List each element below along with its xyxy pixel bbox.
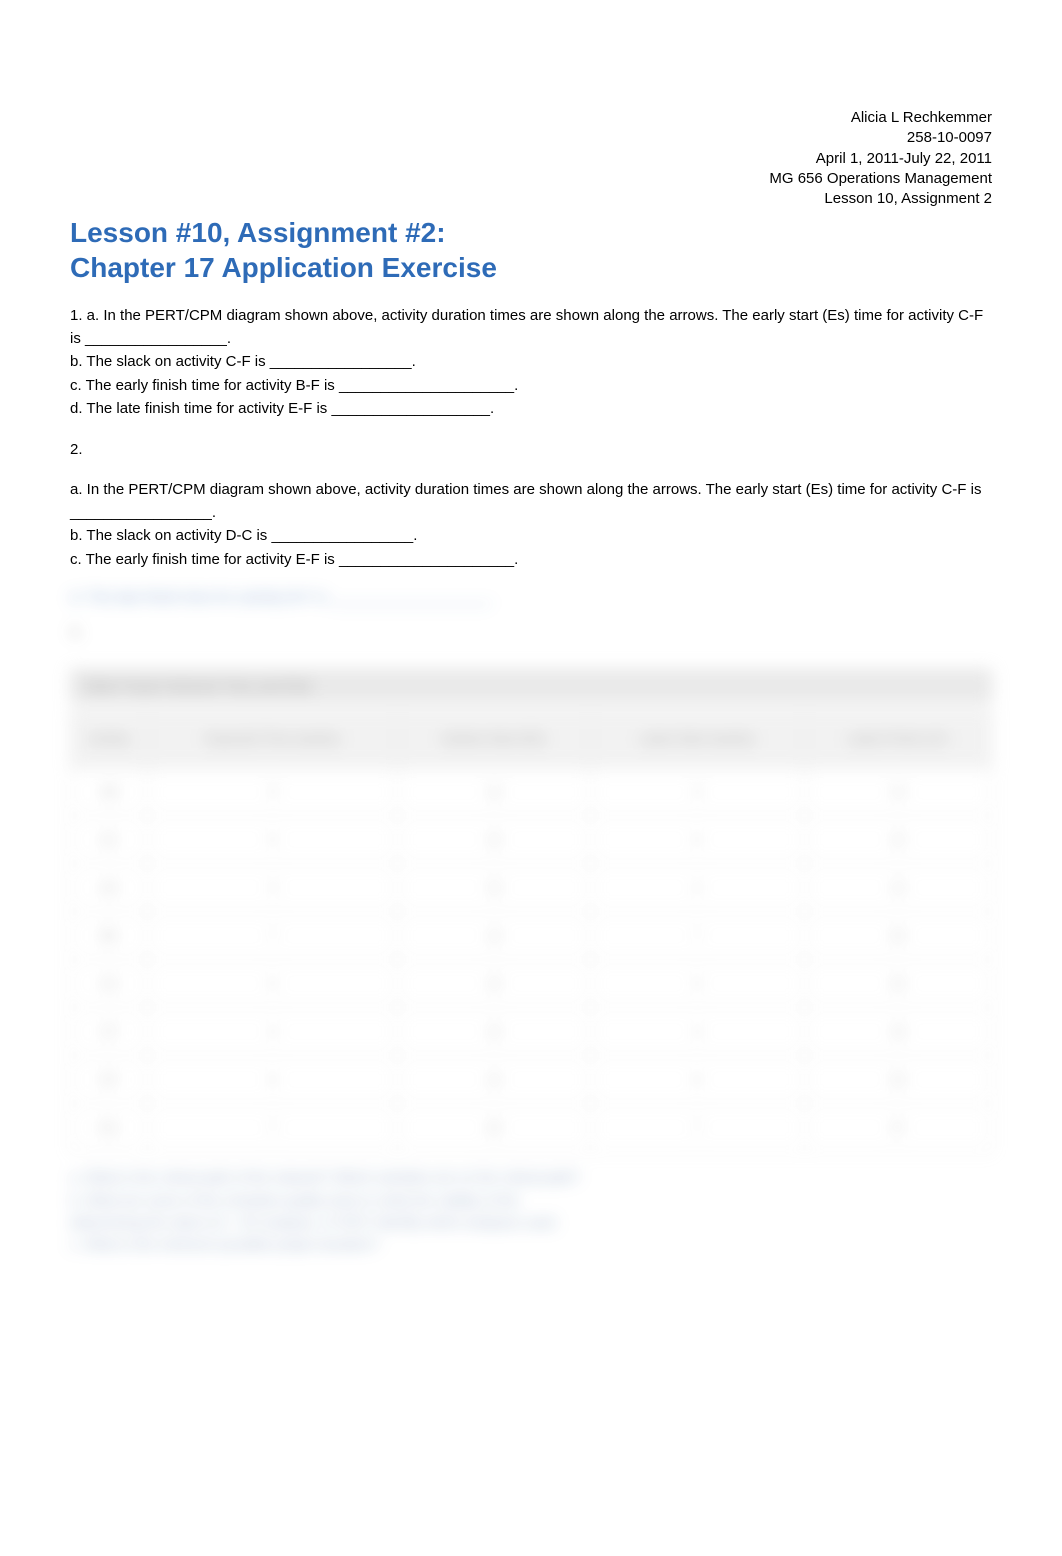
table-cell: 20 <box>804 912 991 960</box>
table-cell: 15 <box>398 960 591 1008</box>
blurred-preview: d. The late finish time for activity B-F… <box>70 589 992 1256</box>
q1-d: d. The late finish time for activity E-F… <box>70 398 992 421</box>
q2-b: b. The slack on activity D-C is ________… <box>70 525 992 548</box>
blur-table-caption: Table Project Network Time and Risk <box>70 669 992 703</box>
table-cell: 15 <box>398 1008 591 1056</box>
title-line-1: Lesson #10, Assignment #2: <box>70 215 992 250</box>
table-row: DF614620 <box>71 1056 992 1104</box>
blur-footer-a: a. What is the critical path of the netw… <box>70 1166 992 1188</box>
table-cell: 6 <box>590 1056 804 1104</box>
table-row: AD410414 <box>71 864 992 912</box>
question-2: 2. a. In the PERT/CPM diagram shown abov… <box>70 439 992 572</box>
table-cell: 13 <box>804 768 991 816</box>
q1-b: b. The slack on activity C-F is ________… <box>70 351 992 374</box>
blur-q3-number: 3. <box>70 624 992 641</box>
table-cell: 7 <box>148 912 398 960</box>
title-line-2: Chapter 17 Application Exercise <box>70 250 992 285</box>
table-cell: 13 <box>398 912 591 960</box>
course-dates: April 1, 2011-July 22, 2011 <box>70 149 992 169</box>
table-cell: 3 <box>590 1008 804 1056</box>
table-row: BE713720 <box>71 912 992 960</box>
table-cell: 20 <box>804 1056 991 1104</box>
table-row: CF315318 <box>71 1008 992 1056</box>
table-cell: 20 <box>804 960 991 1008</box>
table-cell: 5 <box>590 816 804 864</box>
table-row: CE515520 <box>71 960 992 1008</box>
table-cell: 14 <box>804 864 991 912</box>
table-cell: 5 <box>590 960 804 1008</box>
table-cell: 5 <box>148 960 398 1008</box>
student-header: Alicia L Rechkemmer 258-10-0097 April 1,… <box>70 108 992 209</box>
q1-a: 1. a. In the PERT/CPM diagram shown abov… <box>70 305 992 350</box>
table-cell: 7 <box>148 1104 398 1152</box>
q2-number: 2. <box>70 439 992 462</box>
table-cell: 5 <box>148 816 398 864</box>
table-cell: 10 <box>398 768 591 816</box>
q2-a: a. In the PERT/CPM diagram shown above, … <box>70 479 992 524</box>
table-cell: BE <box>71 912 148 960</box>
th-expected: Expected Time (weeks) <box>148 710 398 768</box>
table-cell: 7 <box>590 1104 804 1152</box>
table-cell: 10 <box>398 816 591 864</box>
table-cell: 15 <box>804 816 991 864</box>
blur-footer-b2: determining the slack (LS - ES analysis,… <box>70 1211 992 1233</box>
table-cell: 3 <box>590 768 804 816</box>
th-es: Earliest Start (ES) <box>398 710 591 768</box>
q2-c: c. The early finish time for activity E-… <box>70 549 992 572</box>
blur-footer: a. What is the critical path of the netw… <box>70 1166 992 1256</box>
th-ls: Latest Start (weeks) <box>590 710 804 768</box>
table-cell: 10 <box>398 864 591 912</box>
blur-footer-b: b. What are some of the schedule quality… <box>70 1189 992 1211</box>
table-cell: 3 <box>148 1008 398 1056</box>
student-name: Alicia L Rechkemmer <box>70 108 992 128</box>
table-header-row: Activity Expected Time (weeks) Earliest … <box>71 710 992 768</box>
q1-c: c. The early finish time for activity B-… <box>70 375 992 398</box>
table-cell: EG <box>71 1104 148 1152</box>
table-cell: 14 <box>398 1056 591 1104</box>
table-cell: DF <box>71 1056 148 1104</box>
page-title: Lesson #10, Assignment #2: Chapter 17 Ap… <box>70 215 992 285</box>
table-cell: 27 <box>804 1104 991 1152</box>
blur-q2-d: d. The late finish time for activity B-F… <box>70 589 992 606</box>
table-cell: CE <box>71 960 148 1008</box>
table-cell: 18 <box>804 1008 991 1056</box>
table-row: AB310313 <box>71 768 992 816</box>
th-lf: Latest Finish (LF) <box>804 710 991 768</box>
table-cell: 3 <box>148 768 398 816</box>
table-cell: AB <box>71 768 148 816</box>
blur-footer-c: c. What is the minimum possible project … <box>70 1233 992 1255</box>
table-cell: 4 <box>590 864 804 912</box>
table-cell: 20 <box>398 1104 591 1152</box>
th-activity: Activity <box>71 710 148 768</box>
table-row: AC510515 <box>71 816 992 864</box>
table-row: EG720727 <box>71 1104 992 1152</box>
table-cell: AD <box>71 864 148 912</box>
lesson-info: Lesson 10, Assignment 2 <box>70 189 992 209</box>
blur-data-table: Activity Expected Time (weeks) Earliest … <box>70 709 992 1152</box>
table-cell: 7 <box>590 912 804 960</box>
table-cell: AC <box>71 816 148 864</box>
course-name: MG 656 Operations Management <box>70 169 992 189</box>
table-cell: 4 <box>148 864 398 912</box>
student-id: 258-10-0097 <box>70 128 992 148</box>
question-1: 1. a. In the PERT/CPM diagram shown abov… <box>70 305 992 421</box>
table-cell: 6 <box>148 1056 398 1104</box>
table-cell: CF <box>71 1008 148 1056</box>
